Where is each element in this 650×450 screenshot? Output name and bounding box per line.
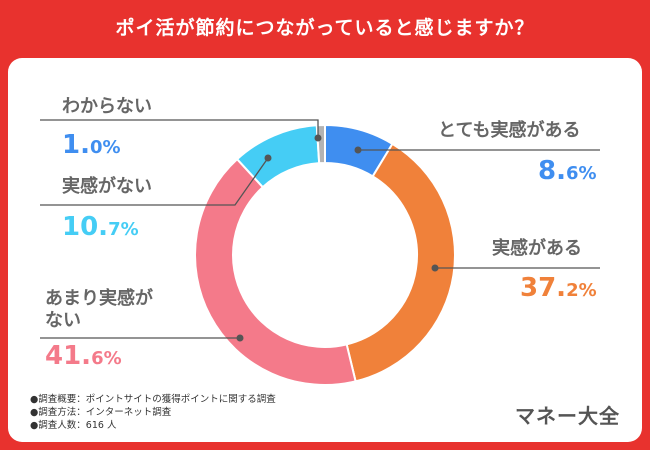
leader-line-no-dot	[264, 154, 272, 162]
slice-pct-yes: 37.2%	[520, 273, 597, 303]
slice-unknown	[315, 123, 326, 165]
leader-line-yes-dot	[431, 264, 439, 272]
slice-label-no: 実感がない	[62, 176, 152, 197]
page-title: ポイ活が節約につながっていると感じますか？	[115, 16, 535, 39]
survey-note: ●調査方法：インターネット調査	[30, 407, 172, 418]
slice-pct-unknown: 1.0%	[62, 130, 121, 160]
slice-label-yes: 実感がある	[492, 238, 582, 259]
survey-notes: ●調査概要：ポイントサイトの獲得ポイントに関する調査 ●調査方法：インターネット…	[30, 393, 276, 432]
slice-pct-not-much: 41.6%	[45, 341, 122, 371]
slice-not-much	[194, 157, 357, 386]
survey-note: ●調査人数：616 人	[30, 420, 117, 431]
leader-line-no	[40, 157, 269, 206]
brand-logo: マネー大全	[515, 404, 620, 428]
slice-label-unknown: わからない	[62, 96, 152, 117]
slice-label-very: とても実感がある	[438, 120, 581, 141]
slice-pct-very: 8.6%	[538, 156, 597, 186]
slice-pct-no: 10.7%	[62, 212, 139, 242]
leader-line-unknown-dot	[314, 134, 322, 142]
slice-yes	[345, 142, 456, 383]
survey-note: ●調査概要：ポイントサイトの獲得ポイントに関する調査	[30, 394, 276, 405]
slice-label-not-much: あまり実感が ない	[45, 288, 153, 331]
leader-line-not-much-dot	[236, 334, 244, 342]
leader-line-unknown	[40, 119, 319, 138]
leader-line-very-dot	[354, 146, 362, 154]
